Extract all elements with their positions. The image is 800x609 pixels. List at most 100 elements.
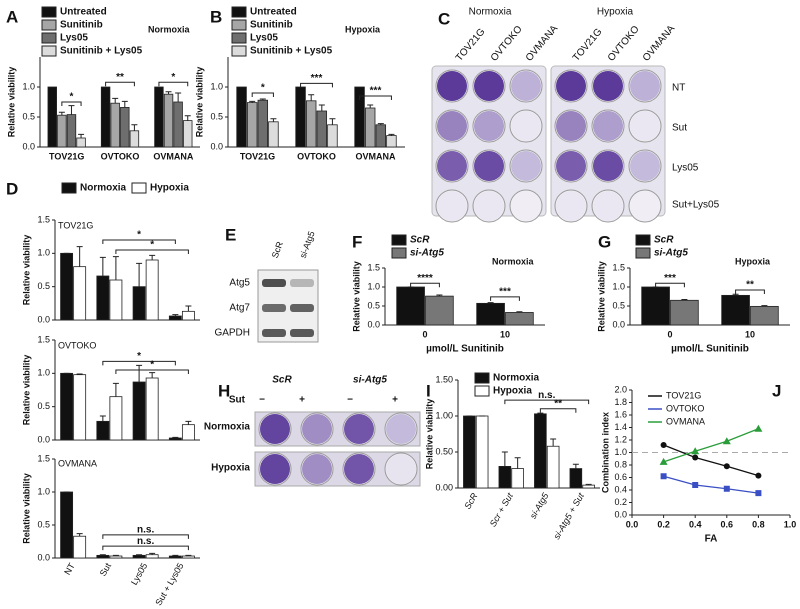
error-bar bbox=[185, 420, 192, 425]
colonies bbox=[593, 111, 623, 141]
y-tick-label: 1.4 bbox=[614, 422, 627, 432]
colonies bbox=[386, 414, 416, 444]
legend-swatch bbox=[474, 385, 490, 397]
bar bbox=[145, 259, 159, 321]
bar bbox=[316, 110, 328, 148]
panel-letter: I bbox=[426, 381, 431, 400]
legend-label: Sunitinib bbox=[60, 20, 103, 31]
bar bbox=[145, 554, 159, 559]
colonies bbox=[511, 151, 541, 181]
well bbox=[591, 109, 625, 143]
colonies bbox=[556, 151, 586, 181]
significance-label: n.s. bbox=[137, 525, 154, 536]
y-tick-label: 1.0 bbox=[614, 447, 627, 457]
error-bar bbox=[516, 311, 523, 313]
x-tick-label: 0.0 bbox=[626, 519, 639, 529]
marker bbox=[754, 424, 763, 432]
significance-label: * bbox=[261, 83, 265, 94]
x-tick-label: si-Atg5 + Sut bbox=[551, 491, 586, 541]
error-bar bbox=[165, 91, 172, 95]
panel-letter: J bbox=[772, 381, 781, 400]
error-bar bbox=[112, 97, 119, 104]
bar bbox=[73, 266, 87, 321]
y-axis-label: Relative viability bbox=[351, 261, 361, 332]
colonies bbox=[593, 191, 623, 221]
bar bbox=[236, 86, 247, 148]
error-bar bbox=[388, 133, 395, 136]
legend-label: Lys05 bbox=[60, 33, 88, 44]
bar bbox=[425, 295, 454, 326]
bar bbox=[168, 437, 182, 441]
y-tick-label: 1.0 bbox=[210, 81, 223, 91]
legend-label: Untreated bbox=[60, 7, 107, 18]
significance-bracket bbox=[735, 289, 765, 295]
significance-label: * bbox=[70, 92, 74, 103]
column-label: ScR bbox=[272, 375, 292, 386]
x-axis-label: µmol/L Sunitinib bbox=[671, 344, 749, 355]
y-tick-label: 0.0 bbox=[614, 509, 627, 519]
y-tick-label: 0.00 bbox=[435, 482, 453, 492]
legend-swatch bbox=[231, 19, 247, 31]
y-axis-label: Relative viability bbox=[596, 261, 606, 332]
bar bbox=[154, 86, 164, 148]
y-axis-label: Relative viability bbox=[424, 399, 434, 470]
error-bar bbox=[681, 299, 688, 301]
y-tick-label: 0.5 bbox=[210, 111, 223, 121]
error-bar bbox=[185, 305, 192, 312]
bar bbox=[110, 102, 120, 148]
x-tick-label: OVTOKO bbox=[297, 151, 336, 161]
error-bar bbox=[149, 254, 156, 260]
error-bar bbox=[318, 104, 325, 111]
colonies bbox=[511, 191, 541, 221]
legend-label: OVMANA bbox=[666, 416, 705, 426]
marker bbox=[692, 482, 699, 488]
y-tick-label: 1.0 bbox=[37, 486, 50, 496]
x-tick-label: 0.6 bbox=[721, 519, 734, 529]
significance-bracket bbox=[359, 95, 392, 100]
y-tick-label: 0.4 bbox=[614, 484, 627, 494]
marker bbox=[723, 485, 730, 492]
significance-label: ** bbox=[116, 72, 124, 83]
line bbox=[663, 444, 759, 477]
panel-letter: H bbox=[218, 381, 230, 400]
row-label: Sut+Lys05 bbox=[672, 200, 720, 211]
significance-label: * bbox=[171, 72, 175, 83]
x-tick-label: Sut bbox=[98, 561, 114, 578]
annotation: Normoxia bbox=[492, 256, 535, 266]
y-tick-label: 0.0 bbox=[37, 434, 50, 444]
bar bbox=[750, 305, 779, 326]
y-axis-label: Relative viability bbox=[21, 355, 31, 426]
bar bbox=[163, 93, 174, 148]
significance-label: n.s. bbox=[137, 536, 154, 547]
error-bar bbox=[514, 457, 521, 469]
y-tick-label: 2.0 bbox=[614, 384, 627, 394]
y-axis-label: Combination index bbox=[600, 412, 610, 493]
error-bar bbox=[487, 302, 494, 304]
marker bbox=[660, 442, 667, 448]
y-tick-label: 0.50 bbox=[435, 446, 453, 456]
bar bbox=[375, 124, 387, 148]
error-bar bbox=[112, 554, 119, 557]
error-bar bbox=[184, 115, 191, 121]
error-bar bbox=[112, 382, 119, 397]
x-tick-label: 0 bbox=[422, 329, 427, 339]
y-tick-label: 1.50 bbox=[435, 374, 453, 384]
error-bar bbox=[377, 123, 384, 125]
well bbox=[472, 109, 506, 143]
column-label: si-Atg5 bbox=[353, 375, 387, 386]
bar bbox=[109, 396, 123, 441]
significance-label: *** bbox=[664, 273, 676, 284]
error-bar bbox=[436, 294, 443, 297]
bar bbox=[73, 374, 87, 441]
bar bbox=[96, 275, 110, 321]
band bbox=[290, 279, 314, 287]
colonies bbox=[260, 414, 290, 444]
error-bar bbox=[99, 256, 106, 276]
colonies bbox=[556, 191, 586, 221]
significance-bracket bbox=[490, 296, 520, 301]
well bbox=[472, 189, 506, 223]
bar bbox=[476, 302, 505, 326]
panel-letter: A bbox=[6, 7, 18, 26]
marker bbox=[755, 472, 762, 479]
